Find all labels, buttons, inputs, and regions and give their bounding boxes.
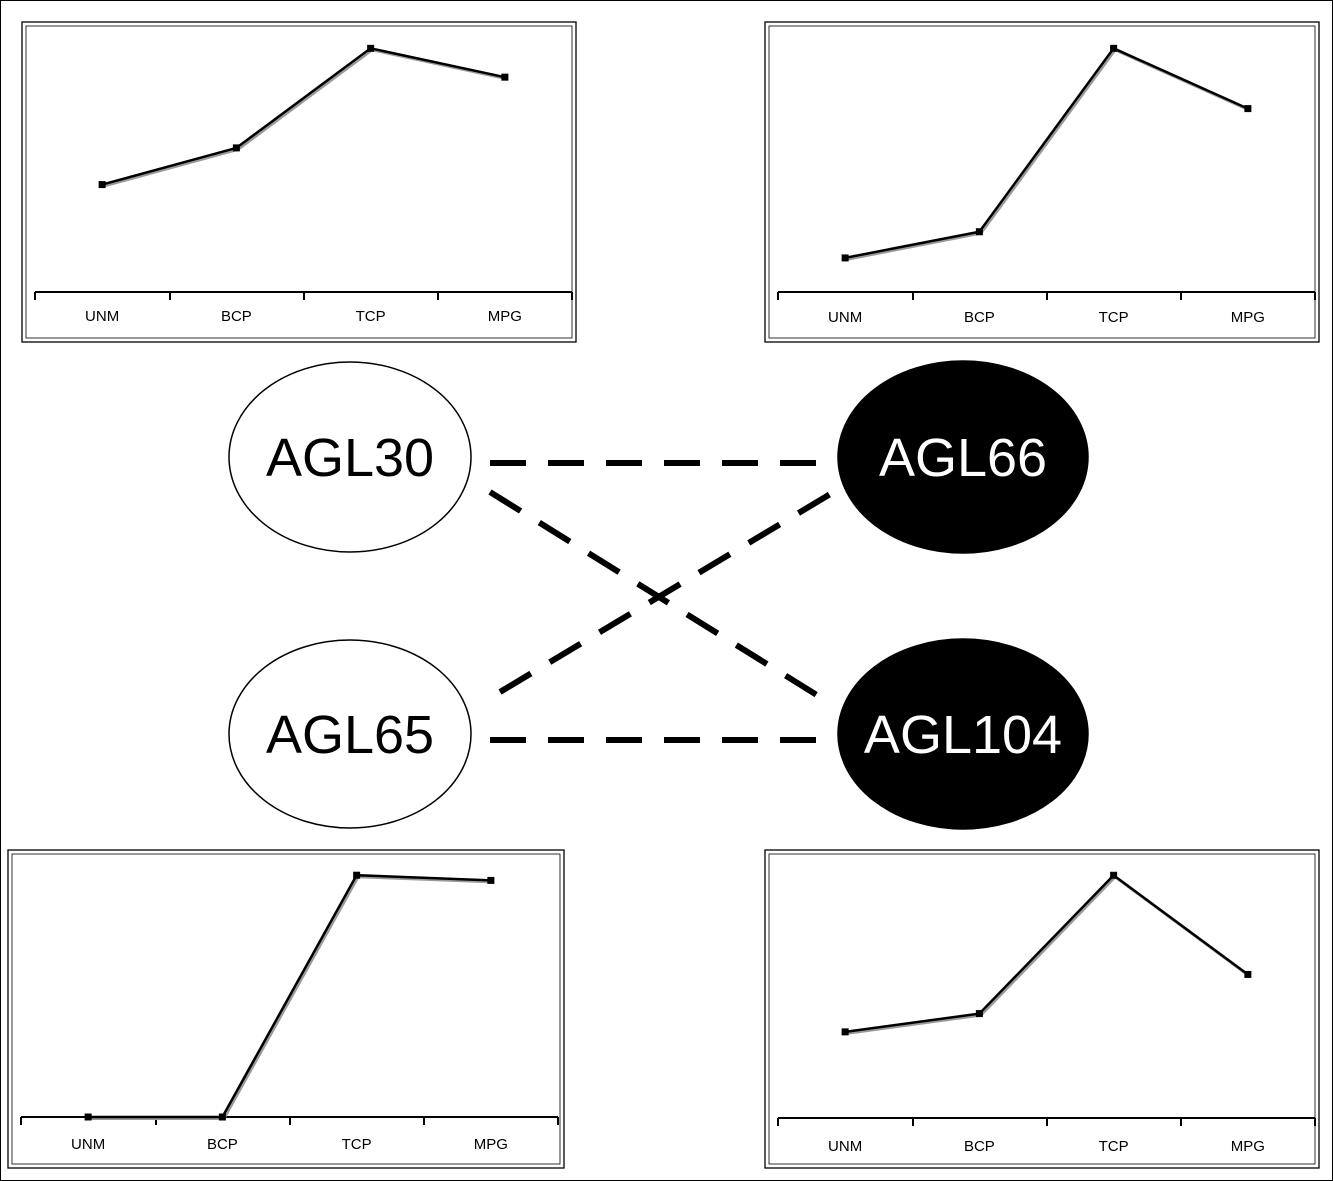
data-point-mpg bbox=[487, 876, 495, 884]
node-agl30-label: AGL30 bbox=[266, 428, 434, 488]
node-agl65-label: AGL65 bbox=[266, 705, 434, 765]
x-tick-label-mpg: MPG bbox=[474, 1136, 508, 1153]
data-point-bcp bbox=[975, 1010, 983, 1018]
x-tick-label-bcp: BCP bbox=[964, 1138, 995, 1155]
chart-top-left: UNM BCP TCP MPG bbox=[21, 21, 577, 343]
node-agl65-ellipse bbox=[228, 639, 472, 829]
x-tick-label-unm: UNM bbox=[828, 1138, 862, 1155]
data-point-unm bbox=[841, 254, 849, 262]
data-point-bcp bbox=[975, 228, 983, 236]
chart-frame-inner bbox=[25, 25, 573, 339]
node-agl65: AGL65 bbox=[228, 639, 472, 829]
node-agl104-ellipse bbox=[837, 638, 1089, 830]
node-agl104: AGL104 bbox=[837, 638, 1089, 830]
series-line bbox=[101, 46, 506, 186]
x-tick-label-mpg: MPG bbox=[1231, 309, 1265, 326]
data-point-mpg bbox=[501, 73, 509, 81]
data-point-unm bbox=[98, 181, 106, 189]
node-agl30-ellipse bbox=[228, 361, 472, 553]
x-tick-label-tcp: TCP bbox=[1099, 309, 1129, 326]
x-tick-label-tcp: TCP bbox=[1099, 1138, 1129, 1155]
data-point-tcp bbox=[1110, 871, 1118, 879]
series-line bbox=[88, 873, 491, 1119]
data-point-bcp bbox=[218, 1113, 226, 1121]
node-agl104-label: AGL104 bbox=[864, 705, 1062, 765]
data-point-tcp bbox=[367, 44, 375, 52]
chart-frame bbox=[764, 21, 1320, 343]
chart-frame-inner bbox=[768, 25, 1316, 339]
series-line bbox=[844, 873, 1249, 1034]
node-agl66: AGL66 bbox=[837, 360, 1089, 554]
chart-top-right: UNM BCP TCP MPG bbox=[764, 21, 1320, 343]
series-line bbox=[844, 46, 1249, 260]
data-point-unm bbox=[841, 1028, 849, 1036]
chart-bottom-right: UNM BCP TCP MPG bbox=[764, 849, 1320, 1169]
data-point-unm bbox=[84, 1113, 92, 1121]
x-tick-label-unm: UNM bbox=[71, 1136, 105, 1153]
x-tick-label-mpg: MPG bbox=[488, 308, 522, 325]
chart-frame-inner bbox=[768, 853, 1316, 1165]
x-tick-label-tcp: TCP bbox=[342, 1136, 372, 1153]
node-agl66-label: AGL66 bbox=[879, 428, 1047, 488]
data-point-bcp bbox=[232, 144, 240, 152]
chart-bottom-left: UNM BCP TCP MPG bbox=[7, 849, 565, 1169]
x-tick-label-unm: UNM bbox=[85, 308, 119, 325]
node-agl66-ellipse bbox=[837, 360, 1089, 554]
x-tick-label-bcp: BCP bbox=[964, 309, 995, 326]
x-tick-label-bcp: BCP bbox=[207, 1136, 238, 1153]
data-point-tcp bbox=[353, 871, 361, 879]
series-line-shadow bbox=[89, 875, 493, 1120]
data-point-mpg bbox=[1244, 105, 1252, 113]
interaction-edges bbox=[488, 460, 834, 743]
x-tick-label-tcp: TCP bbox=[356, 308, 386, 325]
data-point-mpg bbox=[1244, 970, 1252, 978]
node-agl30: AGL30 bbox=[228, 361, 472, 553]
expression-charts: UNM BCP TCP MPG UNM BCP TCP MPG UNM BCP TCP MPG UNM B… bbox=[7, 21, 1320, 1169]
data-point-tcp bbox=[1110, 44, 1118, 52]
chart-frame bbox=[764, 849, 1320, 1169]
protein-nodes: AGL30 AGL66 AGL65 AGL104 bbox=[228, 360, 1089, 830]
edge-agl30-agl104 bbox=[488, 489, 822, 700]
chart-frame-inner bbox=[11, 853, 561, 1165]
x-tick-label-unm: UNM bbox=[828, 309, 862, 326]
x-tick-label-mpg: MPG bbox=[1231, 1138, 1265, 1155]
edge-agl65-agl66 bbox=[498, 490, 834, 695]
x-tick-label-bcp: BCP bbox=[221, 308, 252, 325]
